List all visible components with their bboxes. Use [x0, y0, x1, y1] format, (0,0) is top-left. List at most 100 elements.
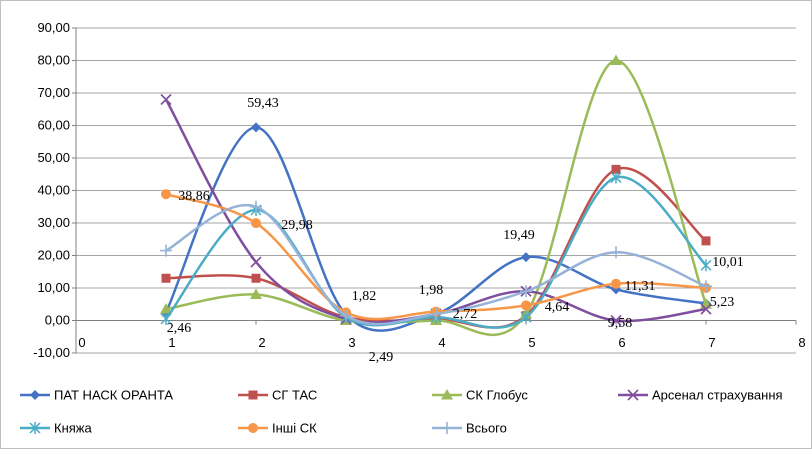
data-labels: 2,46 59,43 1,82 1,98 19,49 9,58 5,23 38,86 29,98…: [167, 96, 744, 365]
legend-label: Інші СК: [272, 421, 317, 436]
data-point: [521, 300, 531, 311]
data-point: [627, 389, 639, 401]
marker-triangle: [160, 303, 172, 314]
legend-label: Арсенал страхування: [652, 388, 783, 403]
legend-item: Інші СК: [238, 421, 317, 436]
legend-item: СК Глобус: [432, 388, 528, 403]
data-point: [700, 259, 712, 272]
series-lines: [160, 54, 712, 336]
marker-plus: [430, 308, 442, 320]
legend-label: ПАТ НАСК ОРАНТА: [54, 388, 173, 403]
data-point: [248, 390, 258, 400]
data-point: [521, 252, 531, 263]
legend-item: Всього: [432, 421, 507, 436]
data-point: [611, 164, 621, 174]
data-label: 2,72: [453, 307, 478, 322]
marker-diamond: [251, 122, 261, 133]
data-point: [610, 246, 622, 259]
data-label: 59,43: [247, 96, 279, 111]
y-tick-label: 90,00: [37, 20, 70, 35]
marker-square: [248, 390, 258, 400]
x-tick-label: 3: [348, 335, 355, 350]
data-label: 9,58: [608, 316, 633, 331]
data-point: [520, 285, 532, 298]
marker-circle: [248, 423, 258, 433]
marker-circle: [611, 278, 621, 289]
marker-x: [610, 314, 622, 327]
data-point: [250, 288, 262, 299]
x-tick-label: 7: [708, 335, 715, 350]
marker-triangle: [610, 54, 622, 65]
marker-x: [627, 389, 639, 401]
data-point: [610, 54, 622, 65]
y-tick-label: 10,00: [37, 280, 70, 295]
legend-label: СК Глобус: [466, 388, 528, 403]
y-tick-label: 30,00: [37, 215, 70, 230]
marker-square: [701, 236, 711, 246]
data-label: 2,46: [167, 321, 192, 336]
y-tick-label: 0,00: [45, 313, 70, 328]
axes: -10,00 0,00 10,00 20,00 30,00 40,00 50,00 60,00…: [33, 20, 805, 360]
data-point: [160, 244, 172, 257]
marker-star: [700, 259, 712, 272]
marker-plus: [520, 285, 532, 298]
marker-x: [700, 303, 712, 315]
marker-star: [520, 311, 532, 324]
data-label: 1,82: [352, 289, 377, 304]
legend-item: ПАТ НАСК ОРАНТА: [20, 388, 173, 403]
data-point: [29, 422, 41, 434]
marker-plus: [250, 200, 262, 213]
marker-circle: [521, 300, 531, 311]
data-point: [248, 423, 258, 433]
x-tick-label: 5: [528, 335, 535, 350]
y-tick-label: 50,00: [37, 150, 70, 165]
y-tick-label: 60,00: [37, 118, 70, 133]
marker-star: [160, 312, 172, 325]
data-label: 29,98: [281, 218, 313, 233]
marker-diamond: [521, 252, 531, 263]
data-point: [160, 93, 172, 106]
marker-star: [610, 171, 622, 184]
legend-item: Княжа: [20, 421, 92, 436]
data-point: [251, 218, 261, 229]
data-point: [611, 278, 621, 289]
marker-plus: [700, 280, 712, 293]
marker-circle: [251, 218, 261, 229]
data-label: 19,49: [503, 228, 535, 243]
y-tick-label: -10,00: [33, 345, 70, 360]
data-point: [441, 422, 453, 434]
data-point: [161, 273, 171, 283]
marker-square: [251, 273, 261, 283]
data-point: [250, 256, 262, 268]
marker-x: [160, 93, 172, 106]
data-point: [161, 189, 171, 200]
data-label: 1,98: [419, 283, 444, 298]
data-point: [700, 280, 712, 293]
data-point: [160, 303, 172, 314]
data-point: [610, 314, 622, 327]
data-point: [441, 389, 453, 400]
data-point: [160, 312, 172, 325]
data-label: 4,64: [545, 300, 570, 315]
marker-diamond: [30, 390, 40, 400]
data-label: 10,01: [712, 255, 744, 270]
marker-plus: [340, 309, 352, 322]
marker-square: [161, 273, 171, 283]
y-tick-label: 20,00: [37, 248, 70, 263]
marker-triangle: [250, 288, 262, 299]
marker-plus: [160, 244, 172, 257]
x-tick-label: 6: [618, 335, 625, 350]
marker-triangle: [441, 389, 453, 400]
x-tick-label: 8: [798, 335, 805, 350]
marker-circle: [161, 189, 171, 200]
data-point: [520, 311, 532, 324]
data-point: [610, 171, 622, 184]
marker-plus: [610, 246, 622, 259]
y-tick-label: 80,00: [37, 53, 70, 68]
legend: ПАТ НАСК ОРАНТА СГ ТАС СК Глобус Арсенал ст…: [20, 388, 783, 436]
marker-x: [250, 256, 262, 268]
series-line: [165, 59, 708, 336]
legend-label: СГ ТАС: [272, 388, 317, 403]
